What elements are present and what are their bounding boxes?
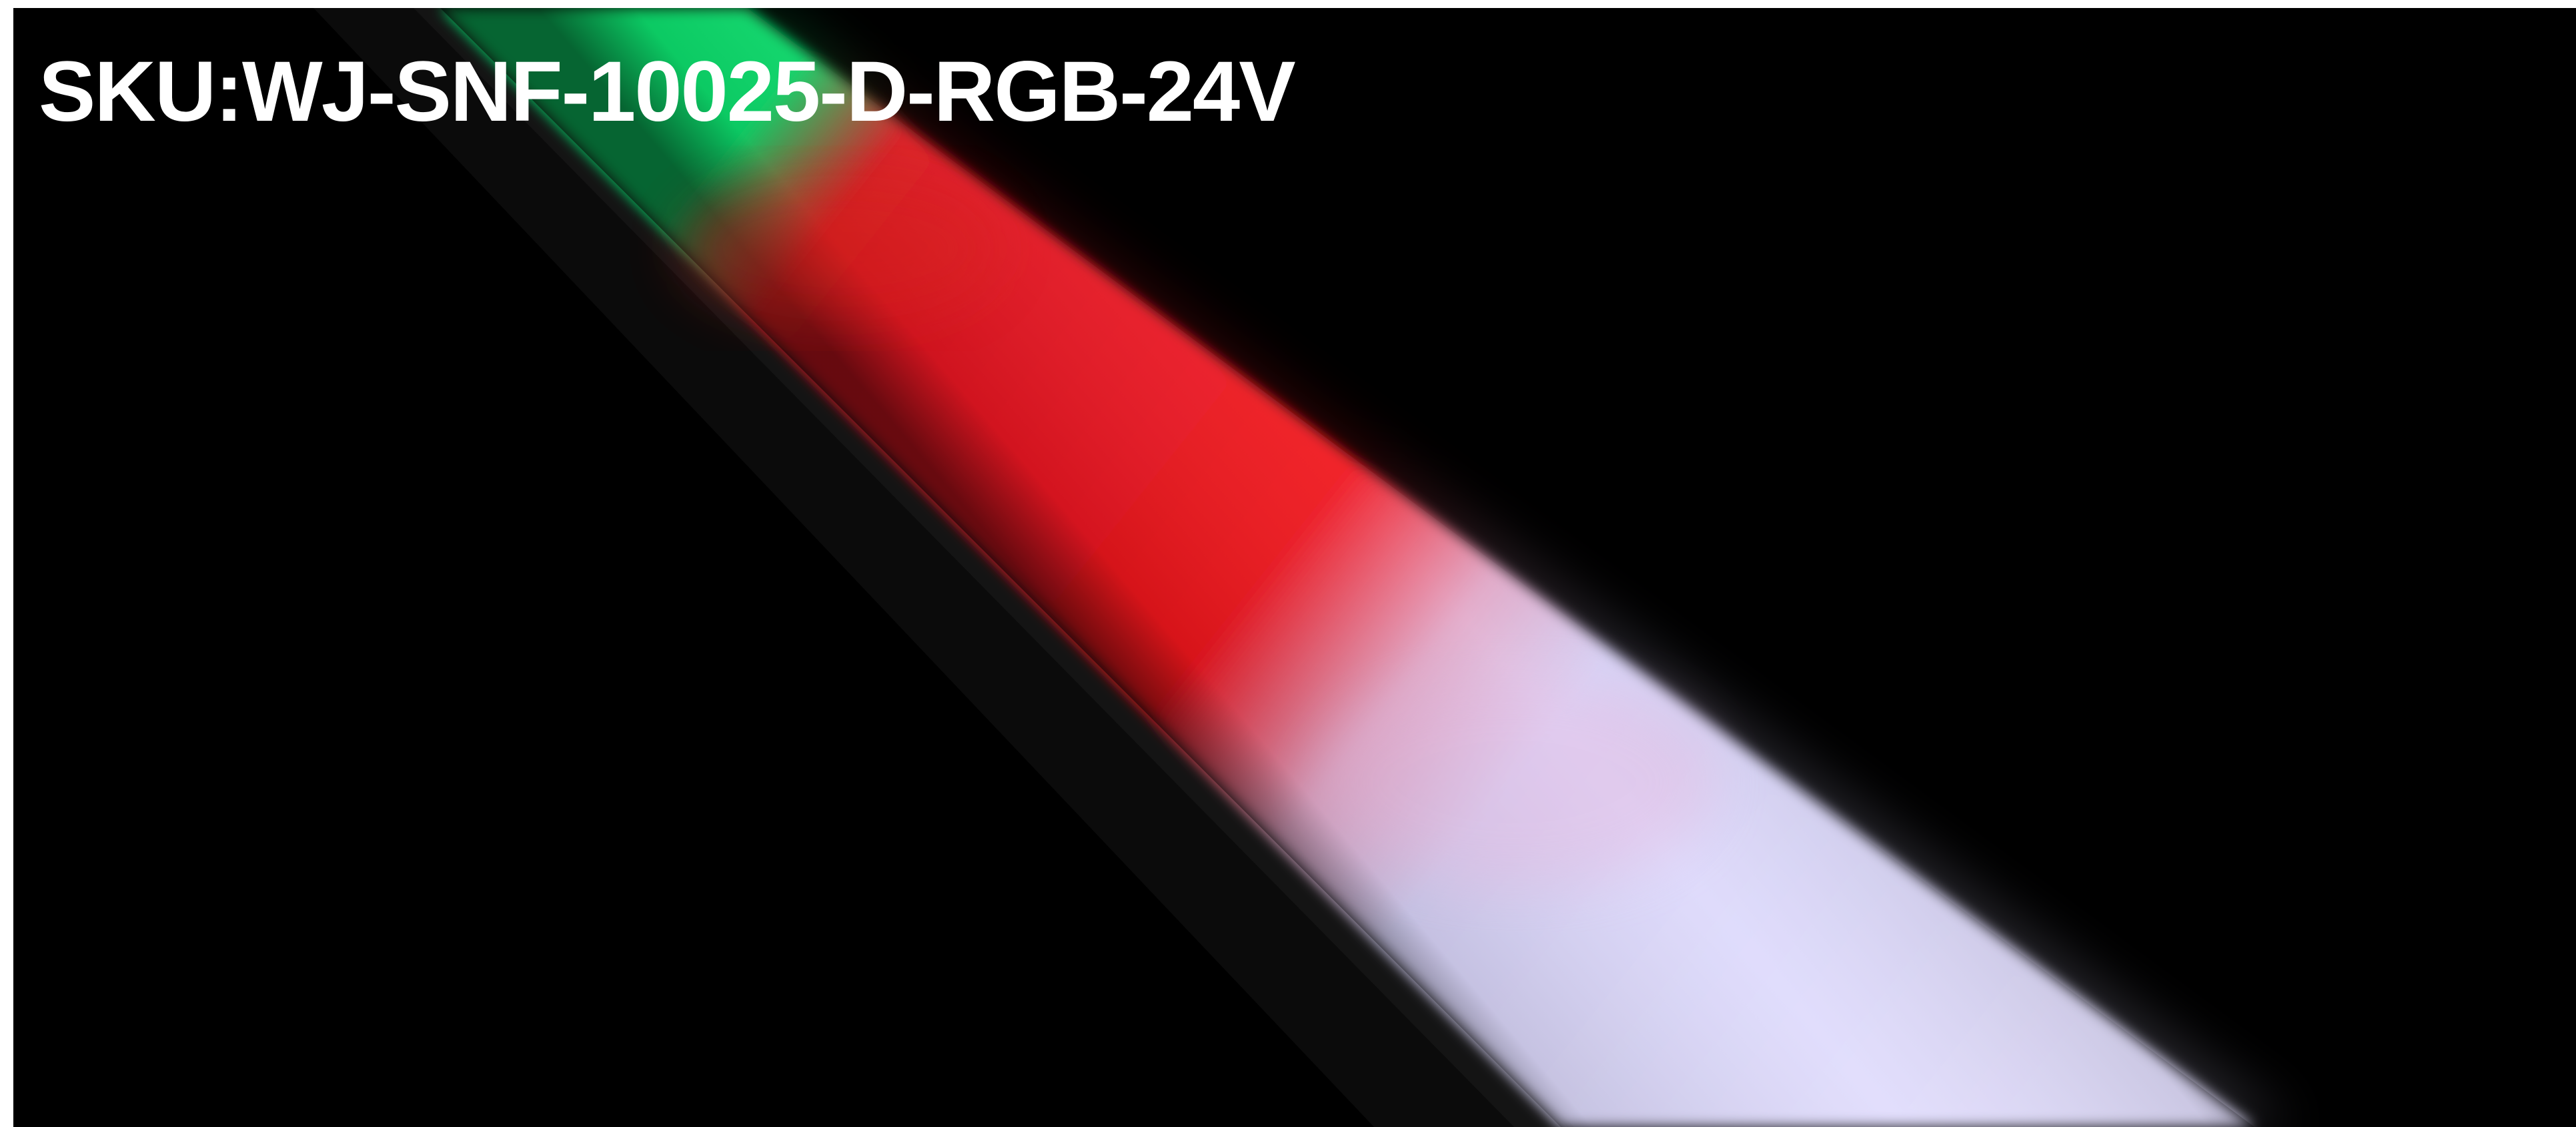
sku-label: SKU:WJ-SNF-10025-D-RGB-24V [39,44,1296,139]
led-strip-illustration [313,8,2295,1127]
green-red-transition [680,175,1001,322]
product-photo: SKU:WJ-SNF-10025-D-RGB-24V [13,8,2576,1127]
channel-highlight [414,8,1567,1127]
red-white-transition [1314,675,1714,889]
